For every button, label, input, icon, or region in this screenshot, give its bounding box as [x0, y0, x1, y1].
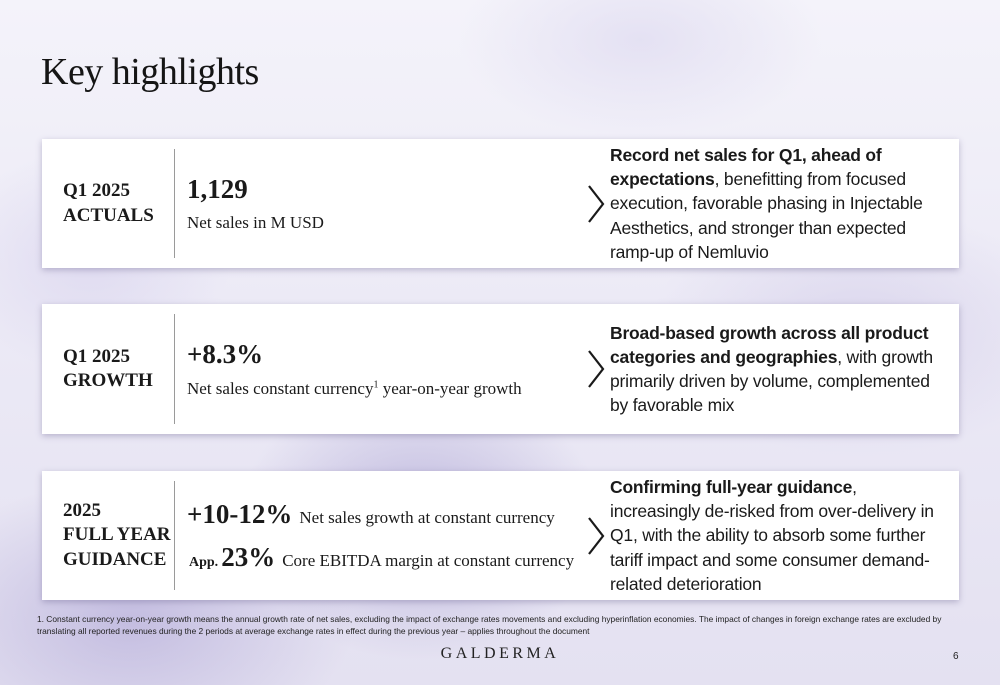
page-number: 6: [953, 651, 959, 662]
galderma-logo: GALDERMA: [440, 645, 560, 662]
guidance-row-sales: +10-12% Net sales growth at constant cur…: [187, 499, 574, 530]
chevron-right-icon: [586, 349, 606, 389]
card-label: Q1 2025 GROWTH: [63, 304, 153, 434]
metric-description-text: year-on-year growth: [378, 378, 522, 398]
highlight-text-rest: , with growth primarily driven by volume…: [610, 346, 933, 416]
highlight-card-growth: Q1 2025 GROWTH +8.3% Net sales constant …: [42, 304, 959, 434]
guidance-row-ebitda: App. 23% Core EBITDA margin at constant …: [187, 542, 574, 573]
metric-value: +8.3%: [187, 339, 264, 370]
highlight-text: Record net sales for Q1, ahead of expect…: [610, 139, 951, 268]
card-label-line: GUIDANCE: [63, 548, 167, 570]
metric-block: 1,129 Net sales in M USD: [187, 139, 324, 268]
highlight-text-bold: Broad-based growth across all product ca…: [610, 322, 929, 367]
highlight-card-actuals: Q1 2025 ACTUALS 1,129 Net sales in M USD…: [42, 139, 959, 268]
highlight-text-rest: , benefitting from focused execution, fa…: [610, 169, 923, 262]
divider: [174, 481, 175, 590]
card-label-line: 2025: [63, 500, 101, 522]
footnote: 1. Constant currency year-on-year growth…: [37, 614, 942, 637]
chevron-right-icon: [586, 184, 606, 224]
highlight-text-bold: Record net sales for Q1, ahead of expect…: [610, 145, 882, 190]
metric-block: +8.3% Net sales constant currency1 year-…: [187, 304, 522, 434]
chevron-right-icon: [586, 516, 606, 556]
highlight-text: Confirming full-year guidance, increasin…: [610, 471, 951, 600]
highlight-text-rest: , increasingly de-risked from over-deliv…: [610, 477, 934, 594]
metric-prefix: App.: [189, 554, 219, 570]
metric-block: +10-12% Net sales growth at constant cur…: [187, 471, 574, 600]
card-label-line: Q1 2025: [63, 180, 131, 202]
metric-description: Core EBITDA margin at constant currency: [282, 550, 575, 570]
divider: [174, 314, 175, 424]
card-label-line: ACTUALS: [63, 204, 154, 226]
page-title: Key highlights: [41, 51, 259, 93]
metric-description: Net sales constant currency1 year-on-yea…: [187, 379, 522, 399]
card-label: Q1 2025 ACTUALS: [63, 139, 154, 268]
metric-description: Net sales in M USD: [187, 213, 324, 233]
divider: [174, 149, 175, 258]
card-label-line: GROWTH: [63, 370, 153, 391]
footnote-marker: 1: [373, 378, 379, 390]
card-label-line: Q1 2025: [63, 345, 131, 367]
card-label: 2025 FULL YEAR GUIDANCE: [63, 471, 171, 600]
metric-value: +10-12%: [187, 498, 293, 529]
metric-value: 23%: [221, 541, 276, 572]
metric-value: 1,129: [187, 173, 248, 204]
card-label-line: FULL YEAR: [63, 524, 171, 546]
metric-description-text: Net sales constant currency: [187, 378, 374, 398]
highlight-text-bold: Confirming full-year guidance: [610, 477, 853, 498]
metric-description: Net sales growth at constant currency: [299, 507, 555, 527]
highlight-card-guidance: 2025 FULL YEAR GUIDANCE +10-12% Net sale…: [42, 471, 959, 600]
highlight-text: Broad-based growth across all product ca…: [610, 304, 951, 434]
